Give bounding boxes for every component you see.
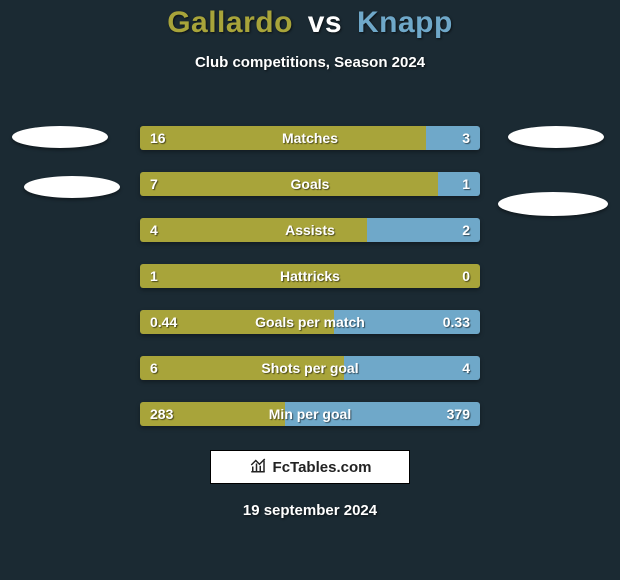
stat-metric-label: Shots per goal bbox=[140, 356, 480, 380]
team-badge-oval bbox=[12, 126, 108, 148]
team-badge-oval bbox=[24, 176, 120, 198]
stat-metric-label: Goals bbox=[140, 172, 480, 196]
stat-metric-label: Hattricks bbox=[140, 264, 480, 288]
card-subtitle: Club competitions, Season 2024 bbox=[0, 54, 620, 71]
player1-name: Gallardo bbox=[167, 6, 293, 39]
stat-value-right: 0.33 bbox=[443, 310, 470, 334]
stat-metric-label: Min per goal bbox=[140, 402, 480, 426]
stat-row: 7Goals1 bbox=[140, 172, 480, 196]
card-date: 19 september 2024 bbox=[0, 502, 620, 519]
stat-metric-label: Goals per match bbox=[140, 310, 480, 334]
card-title: Gallardo vs Knapp bbox=[0, 6, 620, 40]
stat-metric-label: Assists bbox=[140, 218, 480, 242]
stat-value-right: 1 bbox=[462, 172, 470, 196]
stat-value-right: 379 bbox=[447, 402, 470, 426]
title-vs: vs bbox=[308, 6, 342, 39]
stat-value-right: 2 bbox=[462, 218, 470, 242]
player2-name: Knapp bbox=[357, 6, 453, 39]
watermark-text: FcTables.com bbox=[273, 459, 372, 476]
stat-row: 4Assists2 bbox=[140, 218, 480, 242]
stat-row: 1Hattricks0 bbox=[140, 264, 480, 288]
stat-value-right: 0 bbox=[462, 264, 470, 288]
stat-row: 6Shots per goal4 bbox=[140, 356, 480, 380]
stat-row: 283Min per goal379 bbox=[140, 402, 480, 426]
team-badge-oval bbox=[498, 192, 608, 216]
team-badge-oval bbox=[508, 126, 604, 148]
stat-row: 0.44Goals per match0.33 bbox=[140, 310, 480, 334]
stat-row: 16Matches3 bbox=[140, 126, 480, 150]
stat-value-right: 3 bbox=[462, 126, 470, 150]
stat-bars: 16Matches37Goals14Assists21Hattricks00.4… bbox=[140, 126, 480, 448]
watermark[interactable]: FcTables.com bbox=[210, 450, 410, 484]
chart-icon bbox=[249, 456, 267, 478]
stat-value-right: 4 bbox=[462, 356, 470, 380]
stat-metric-label: Matches bbox=[140, 126, 480, 150]
comparison-card: Gallardo vs Knapp Club competitions, Sea… bbox=[0, 0, 620, 580]
